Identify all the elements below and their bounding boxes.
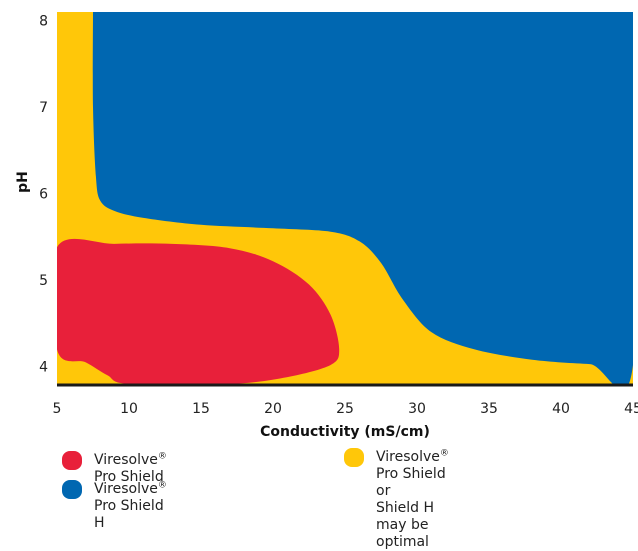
legend-swatch-pro-shield <box>62 451 82 470</box>
legend-label-pro-shield: Viresolve® Pro Shield <box>94 451 167 485</box>
x-axis-title: Conductivity (mS/cm) <box>260 424 430 440</box>
legend-swatch-either-optimal <box>344 448 364 467</box>
x-tick-label: 5 <box>53 401 62 417</box>
x-tick-label: 40 <box>552 401 570 417</box>
x-tick-label: 10 <box>120 401 138 417</box>
x-tick-label: 20 <box>264 401 282 417</box>
plot-area <box>57 12 633 384</box>
y-tick-label: 4 <box>39 360 48 376</box>
y-axis-title: pH <box>15 171 31 193</box>
legend-swatch-pro-shield-h <box>62 480 82 499</box>
y-tick-label: 6 <box>39 187 48 203</box>
y-tick-label: 8 <box>39 14 48 30</box>
x-tick-label: 30 <box>408 401 426 417</box>
legend-label-pro-shield-h: Viresolve® Pro Shield H <box>94 480 167 531</box>
region-pro-shield-h <box>92 12 633 384</box>
y-tick-label: 7 <box>39 100 48 116</box>
x-tick-label: 15 <box>192 401 210 417</box>
x-tick-label: 35 <box>480 401 498 417</box>
region-pro-shield <box>57 239 340 384</box>
legend-label-either-line2: Shield H may be optimal <box>376 500 435 550</box>
legend-label-either-optimal: Viresolve® Pro Shield or Shield H may be… <box>376 449 449 551</box>
y-tick-label: 5 <box>39 273 48 289</box>
x-tick-label: 25 <box>336 401 354 417</box>
legend-item-pro-shield-h: Viresolve® Pro Shield H <box>62 480 167 532</box>
legend-item-pro-shield: Viresolve® Pro Shield <box>62 451 167 486</box>
legend-item-either-optimal: Viresolve® Pro Shield or Shield H may be… <box>344 448 449 551</box>
legend-label-either-line1: Viresolve® Pro Shield or <box>376 448 449 499</box>
x-tick-label: 45 <box>624 401 638 417</box>
